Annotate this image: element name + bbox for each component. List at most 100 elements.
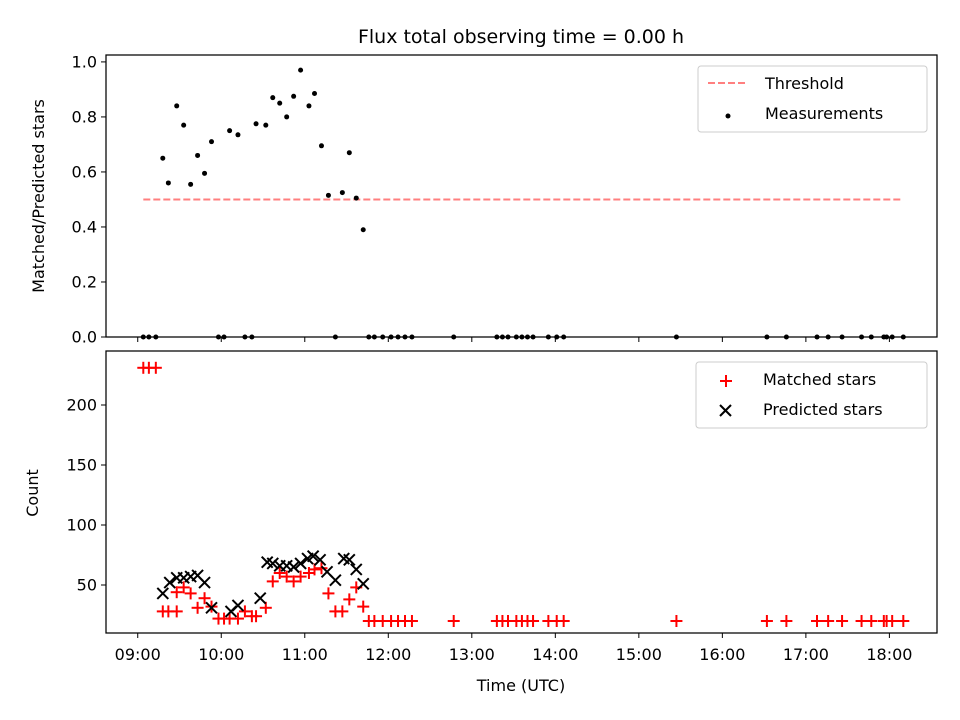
figure-title: Flux total observing time = 0.00 h <box>358 26 684 48</box>
matched-star-point <box>780 615 793 627</box>
matched-star-point <box>315 562 328 575</box>
predicted-star-point <box>313 553 327 567</box>
x-tick-label: 10:00 <box>198 645 244 664</box>
measurement-point <box>202 170 208 176</box>
bottom-y-tick-label: 100 <box>66 516 97 535</box>
measurement-point <box>284 114 290 120</box>
predicted-star-point <box>329 573 342 587</box>
matched-star-point <box>287 575 300 588</box>
matched-star-point <box>886 615 899 627</box>
predicted-star-point <box>343 553 356 567</box>
top-axes-frame <box>105 54 938 338</box>
bottom-legend: Matched stars Predicted stars <box>695 361 928 429</box>
measurement-point <box>325 192 331 198</box>
measurement-point <box>253 121 259 127</box>
x-tick-label: 13:00 <box>449 645 495 664</box>
predicted-star-point <box>357 577 370 591</box>
measurement-point <box>181 122 187 128</box>
matched-star-point <box>865 615 878 627</box>
x-tick-label: 18:00 <box>866 645 912 664</box>
measurement-point <box>270 95 276 101</box>
measurement-point <box>318 143 324 149</box>
matched-star-point <box>177 581 190 594</box>
top-legend-box <box>697 65 928 133</box>
measurement-point <box>188 181 194 187</box>
x-tick-label: 12:00 <box>365 645 411 664</box>
matched-star-point <box>238 605 251 618</box>
matched-star-point <box>170 605 183 618</box>
measurement-point <box>165 180 171 186</box>
predicted-star-point <box>287 560 300 574</box>
matched-star-point <box>156 605 169 618</box>
matched-star-point <box>308 563 321 576</box>
predicted-star-point <box>254 591 267 605</box>
matched-star-point <box>191 601 204 614</box>
legend-threshold-label: Threshold <box>764 74 844 93</box>
measurement-point <box>195 152 201 158</box>
legend-matched-swatch <box>720 375 732 387</box>
x-axis-label: Time (UTC) <box>476 676 565 695</box>
top-x-ticks <box>137 337 890 342</box>
top-y-tick-label: 0.4 <box>72 217 97 236</box>
matched-star-point <box>170 586 183 599</box>
bottom-y-ticks: 50 100 150 200 <box>66 396 106 595</box>
x-tick-label: 11:00 <box>282 645 328 664</box>
predicted-star-point <box>231 599 245 612</box>
top-y-tick-label: 1.0 <box>72 52 97 71</box>
matched-star-point <box>343 593 356 606</box>
measurement-point <box>209 139 215 145</box>
matched-star-point <box>280 570 293 583</box>
legend-matched-label: Matched stars <box>763 370 876 389</box>
matched-star-point <box>322 587 335 600</box>
x-tick-label: 17:00 <box>783 645 829 664</box>
predicted-star-point <box>205 601 218 615</box>
matched-star-point <box>273 567 286 579</box>
matched-star-point <box>294 570 307 583</box>
matched-star-point <box>250 610 263 623</box>
matched-star-point <box>811 615 824 627</box>
legend-predicted-swatch <box>719 404 732 417</box>
top-y-axis-label: Matched/Predicted stars <box>29 99 48 293</box>
bottom-x-ticks: 09:00 10:00 11:00 12:00 13:00 14:00 15:00 16:00… <box>115 633 912 664</box>
top-y-tick-label: 0.0 <box>72 328 97 347</box>
measurement-point <box>339 190 345 196</box>
matched-star-point <box>527 615 540 627</box>
measurement-point <box>360 227 366 233</box>
predicted-star-point <box>198 576 211 589</box>
measurement-point <box>353 195 359 201</box>
predicted-star-point <box>350 563 363 576</box>
bottom-plot-marks <box>137 361 910 627</box>
bottom-panel: 50 100 150 200 09:00 10:00 11:00 12:00 13:00 14:… <box>23 350 938 695</box>
matched-star-point <box>198 592 211 605</box>
x-tick-label: 14:00 <box>532 645 578 664</box>
measurement-point <box>160 155 166 161</box>
matched-star-point <box>149 361 162 374</box>
x-tick-label: 09:00 <box>115 645 161 664</box>
legend-predicted-label: Predicted stars <box>763 400 883 419</box>
measurement-point <box>277 100 283 106</box>
predicted-star-point <box>163 576 176 589</box>
measurement-point <box>306 103 312 109</box>
measurement-point <box>263 122 269 128</box>
matched-star-point <box>184 587 197 600</box>
top-panel: 0.0 0.2 0.4 0.6 0.8 1.0 Matched/Predicted sta… <box>29 52 938 347</box>
bottom-y-tick-label: 200 <box>66 396 97 415</box>
measurement-point <box>235 132 241 138</box>
matched-star-point <box>822 615 835 627</box>
matched-star-point <box>836 615 849 627</box>
top-y-tick-label: 0.6 <box>72 162 97 181</box>
predicted-star-point <box>156 587 169 600</box>
top-y-ticks: 0.0 0.2 0.4 0.6 0.8 1.0 <box>72 52 106 347</box>
x-tick-label: 15:00 <box>616 645 662 664</box>
measurement-point <box>312 91 318 97</box>
legend-measurements-label: Measurements <box>765 104 883 123</box>
matched-star-point <box>897 615 910 627</box>
matched-star-point <box>670 615 683 627</box>
measurement-point <box>174 103 180 109</box>
matched-star-point <box>266 575 279 588</box>
measurement-point <box>298 67 304 73</box>
measurement-point <box>227 128 233 134</box>
matched-star-point <box>760 615 773 627</box>
predicted-star-point <box>294 557 307 570</box>
matched-star-point <box>557 615 570 627</box>
